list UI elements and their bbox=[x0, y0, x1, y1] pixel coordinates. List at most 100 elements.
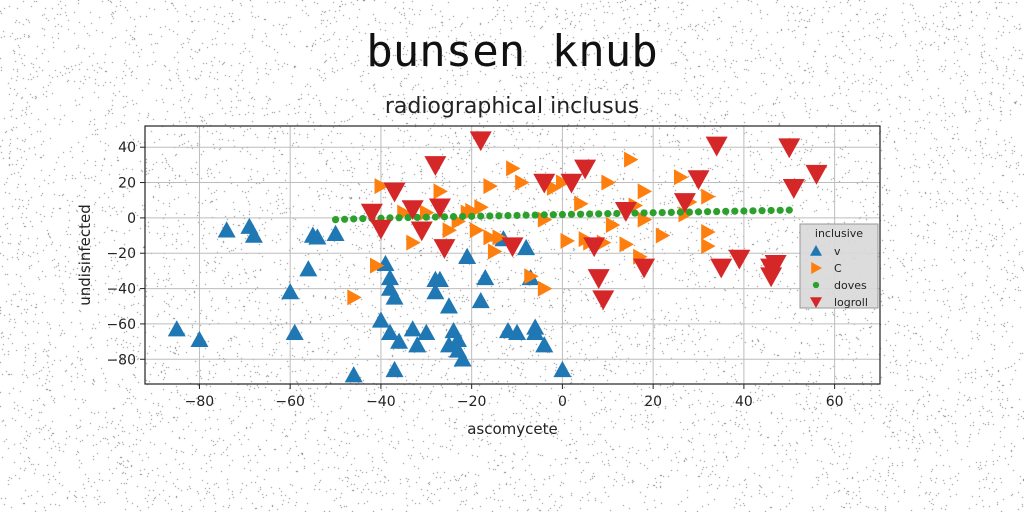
data-point-logroll bbox=[705, 136, 728, 157]
data-point-c bbox=[619, 236, 634, 253]
y-tick-label: −40 bbox=[106, 282, 136, 298]
y-tick-label: 0 bbox=[127, 211, 136, 227]
data-point-doves bbox=[431, 213, 439, 221]
x-tick-label: 40 bbox=[735, 394, 753, 410]
data-point-doves bbox=[486, 212, 494, 220]
data-point-doves bbox=[731, 207, 739, 215]
data-point-doves bbox=[449, 213, 458, 221]
data-point-c bbox=[637, 211, 653, 228]
data-point-c bbox=[624, 151, 639, 168]
data-point-c bbox=[515, 174, 530, 191]
data-point-c bbox=[601, 174, 616, 191]
data-point-v bbox=[381, 268, 399, 286]
y-tick-label: −60 bbox=[106, 317, 136, 333]
data-point-doves bbox=[440, 213, 449, 221]
data-point-doves bbox=[640, 209, 648, 217]
data-point-logroll bbox=[560, 173, 583, 194]
data-point-c bbox=[574, 195, 589, 212]
legend-label-doves: doves bbox=[834, 279, 867, 292]
data-point-doves bbox=[558, 210, 567, 219]
data-point-c bbox=[701, 238, 716, 255]
data-point-doves bbox=[504, 211, 512, 220]
data-point-doves bbox=[468, 212, 476, 220]
data-point-logroll bbox=[764, 255, 787, 275]
data-point-v bbox=[308, 228, 327, 245]
data-point-logroll bbox=[401, 200, 424, 221]
data-point-v bbox=[426, 283, 445, 300]
data-point-doves bbox=[477, 212, 485, 220]
data-point-v bbox=[430, 270, 449, 287]
data-point-logroll bbox=[805, 164, 828, 185]
data-point-v bbox=[476, 268, 495, 286]
data-point-v bbox=[244, 226, 263, 243]
data-point-logroll bbox=[782, 179, 805, 199]
data-point-logroll bbox=[469, 131, 492, 152]
data-point-doves bbox=[649, 209, 657, 217]
data-point-c bbox=[605, 216, 621, 233]
data-point-doves bbox=[413, 213, 421, 221]
data-point-doves bbox=[395, 214, 403, 222]
data-point-doves bbox=[350, 215, 358, 223]
data-point-doves bbox=[694, 208, 703, 216]
data-point-doves bbox=[658, 208, 666, 217]
data-point-doves bbox=[576, 210, 585, 218]
legend-marker-logroll bbox=[810, 297, 822, 308]
data-point-c bbox=[433, 183, 448, 200]
data-point-v bbox=[458, 247, 477, 264]
data-point-logroll bbox=[592, 290, 615, 311]
x-tick-label: −80 bbox=[185, 394, 215, 410]
data-point-c bbox=[369, 257, 385, 274]
y-tick-label: 20 bbox=[118, 176, 136, 192]
data-point-v bbox=[285, 323, 304, 340]
data-point-v bbox=[403, 320, 422, 337]
data-point-logroll bbox=[633, 258, 656, 279]
data-point-doves bbox=[758, 207, 766, 215]
data-point-v bbox=[508, 323, 527, 340]
data-point-v bbox=[553, 360, 572, 378]
legend-label-logroll: logroll bbox=[834, 296, 868, 309]
x-tick-label: −40 bbox=[366, 394, 396, 410]
data-point-doves bbox=[549, 211, 557, 219]
y-tick-label: −20 bbox=[106, 246, 136, 262]
data-point-c bbox=[483, 229, 498, 246]
data-point-doves bbox=[531, 211, 539, 219]
data-point-v bbox=[326, 224, 345, 241]
data-point-v bbox=[385, 360, 404, 378]
data-point-v bbox=[167, 320, 186, 337]
data-point-doves bbox=[713, 207, 721, 216]
data-point-logroll bbox=[583, 237, 606, 258]
data-point-doves bbox=[341, 215, 349, 223]
data-point-c bbox=[546, 179, 562, 196]
data-point-doves bbox=[604, 210, 612, 218]
axis-ticks: −80 −60 −40 −20 0 20 40 60 −80 −60 −40 −20 0 20 40 bbox=[106, 140, 843, 410]
data-point-v bbox=[439, 297, 458, 314]
data-point-v bbox=[408, 336, 427, 353]
data-point-c bbox=[492, 229, 507, 246]
data-point-logroll bbox=[687, 170, 710, 191]
data-point-logroll bbox=[760, 267, 783, 288]
data-point-logroll bbox=[778, 138, 801, 159]
data-point-doves bbox=[685, 208, 694, 216]
data-point-v bbox=[281, 283, 300, 300]
data-point-c bbox=[655, 227, 671, 244]
data-point-doves bbox=[567, 210, 576, 218]
data-point-doves bbox=[540, 211, 548, 219]
data-point-v bbox=[449, 330, 468, 348]
data-point-doves bbox=[613, 209, 621, 218]
legend-label-v: v bbox=[834, 245, 841, 258]
x-axis-label: ascomycete bbox=[467, 420, 558, 438]
data-point-v bbox=[517, 238, 536, 256]
y-tick-label: −80 bbox=[106, 352, 136, 368]
chart-title: radiographical inclusus bbox=[384, 94, 640, 119]
data-point-logroll bbox=[587, 269, 610, 289]
data-point-v bbox=[190, 330, 209, 348]
data-point-doves bbox=[767, 206, 775, 215]
data-point-v bbox=[417, 323, 436, 340]
data-point-logroll bbox=[614, 202, 637, 222]
legend-marker-c bbox=[811, 262, 822, 274]
y-tick-label: 40 bbox=[118, 140, 136, 156]
data-point-doves bbox=[422, 213, 430, 221]
data-point-doves bbox=[595, 210, 603, 218]
